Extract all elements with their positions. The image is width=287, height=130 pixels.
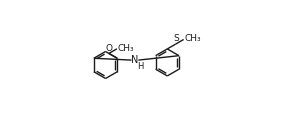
Text: O: O	[105, 44, 113, 53]
Text: N: N	[131, 55, 139, 65]
Text: CH₃: CH₃	[118, 44, 134, 53]
Text: H: H	[137, 62, 144, 71]
Text: S: S	[173, 34, 179, 43]
Text: CH₃: CH₃	[184, 34, 201, 43]
